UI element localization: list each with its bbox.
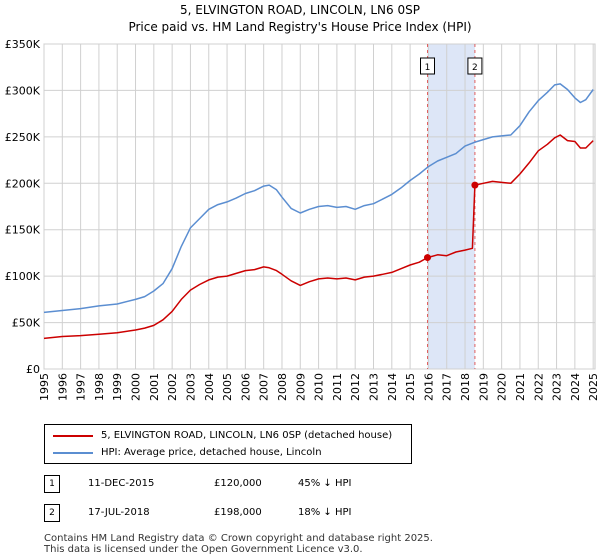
chart-title: 5, ELVINGTON ROAD, LINCOLN, LN6 0SP	[180, 3, 420, 17]
x-tick-label: 2024	[569, 373, 582, 401]
transaction-price: £120,000	[214, 478, 262, 489]
x-tick-label: 1996	[56, 373, 69, 401]
chart-subtitle: Price paid vs. HM Land Registry's House …	[128, 20, 472, 34]
sale-marker-box	[467, 57, 483, 75]
footer-copyright: Contains HM Land Registry data © Crown c…	[44, 533, 433, 544]
transaction-badge: 1	[44, 475, 60, 493]
transaction-price: £198,000	[214, 507, 262, 518]
y-tick-label: £50K	[12, 317, 41, 330]
x-tick-label: 2021	[514, 373, 527, 401]
x-tick-label: 2007	[258, 373, 271, 401]
x-tick-label: 2012	[349, 373, 362, 401]
x-tick-label: 2018	[459, 373, 472, 401]
legend-swatch-hpi	[53, 452, 93, 454]
legend-label-hpi: HPI: Average price, detached house, Linc…	[101, 447, 322, 458]
transaction-hpi-diff: 18% ↓ HPI	[298, 507, 352, 518]
x-tick-label: 2003	[184, 373, 197, 401]
sale-marker-label: 1	[425, 63, 431, 73]
x-tick-label: 1997	[75, 373, 88, 401]
x-tick-label: 2025	[587, 373, 600, 401]
x-tick-label: 2004	[203, 373, 216, 401]
y-tick-label: £200K	[5, 177, 41, 190]
series-line-property	[43, 134, 594, 340]
y-tick-label: £0	[26, 363, 40, 376]
x-tick-label: 2011	[331, 373, 344, 401]
x-tick-label: 1999	[111, 373, 124, 401]
x-tick-label: 2010	[313, 373, 326, 401]
x-tick-label: 2016	[422, 373, 435, 401]
x-tick-label: 2020	[496, 373, 509, 401]
x-tick-label: 2001	[148, 373, 161, 401]
transaction-hpi-diff: 45% ↓ HPI	[298, 478, 352, 489]
x-tick-label: 2019	[477, 373, 490, 401]
y-tick-label: £300K	[5, 84, 41, 97]
transaction-date: 11-DEC-2015	[88, 478, 155, 489]
transaction-date: 17-JUL-2018	[88, 507, 150, 518]
legend-label-property: 5, ELVINGTON ROAD, LINCOLN, LN6 0SP (det…	[101, 430, 393, 441]
y-tick-label: £100K	[5, 270, 41, 283]
x-tick-label: 2015	[404, 373, 417, 401]
shaded-region	[427, 44, 475, 369]
footer-licence: This data is licensed under the Open Gov…	[44, 544, 363, 555]
y-tick-label: £250K	[5, 131, 41, 144]
legend: 5, ELVINGTON ROAD, LINCOLN, LN6 0SP (det…	[44, 424, 412, 464]
x-tick-label: 2009	[294, 373, 307, 401]
y-tick-label: £350K	[5, 38, 41, 51]
y-tick-label: £150K	[5, 224, 41, 237]
sale-point	[471, 181, 479, 189]
x-tick-label: 2000	[130, 373, 143, 401]
sale-marker-label: 2	[472, 63, 478, 73]
legend-swatch-property	[53, 435, 93, 437]
x-tick-label: 2023	[551, 373, 564, 401]
series-line-hpi	[43, 83, 594, 314]
sale-point	[424, 254, 432, 262]
x-tick-label: 2005	[221, 373, 234, 401]
x-tick-label: 2022	[532, 373, 545, 401]
x-tick-label: 2014	[386, 373, 399, 401]
x-tick-label: 2006	[239, 373, 252, 401]
sale-marker-box	[420, 57, 436, 75]
x-tick-label: 2008	[276, 373, 289, 401]
x-tick-label: 1998	[93, 373, 106, 401]
x-tick-label: 2013	[368, 373, 381, 401]
x-tick-label: 2017	[441, 373, 454, 401]
x-tick-label: 1995	[38, 373, 51, 401]
transaction-badge: 2	[44, 504, 60, 522]
x-tick-label: 2002	[166, 373, 179, 401]
